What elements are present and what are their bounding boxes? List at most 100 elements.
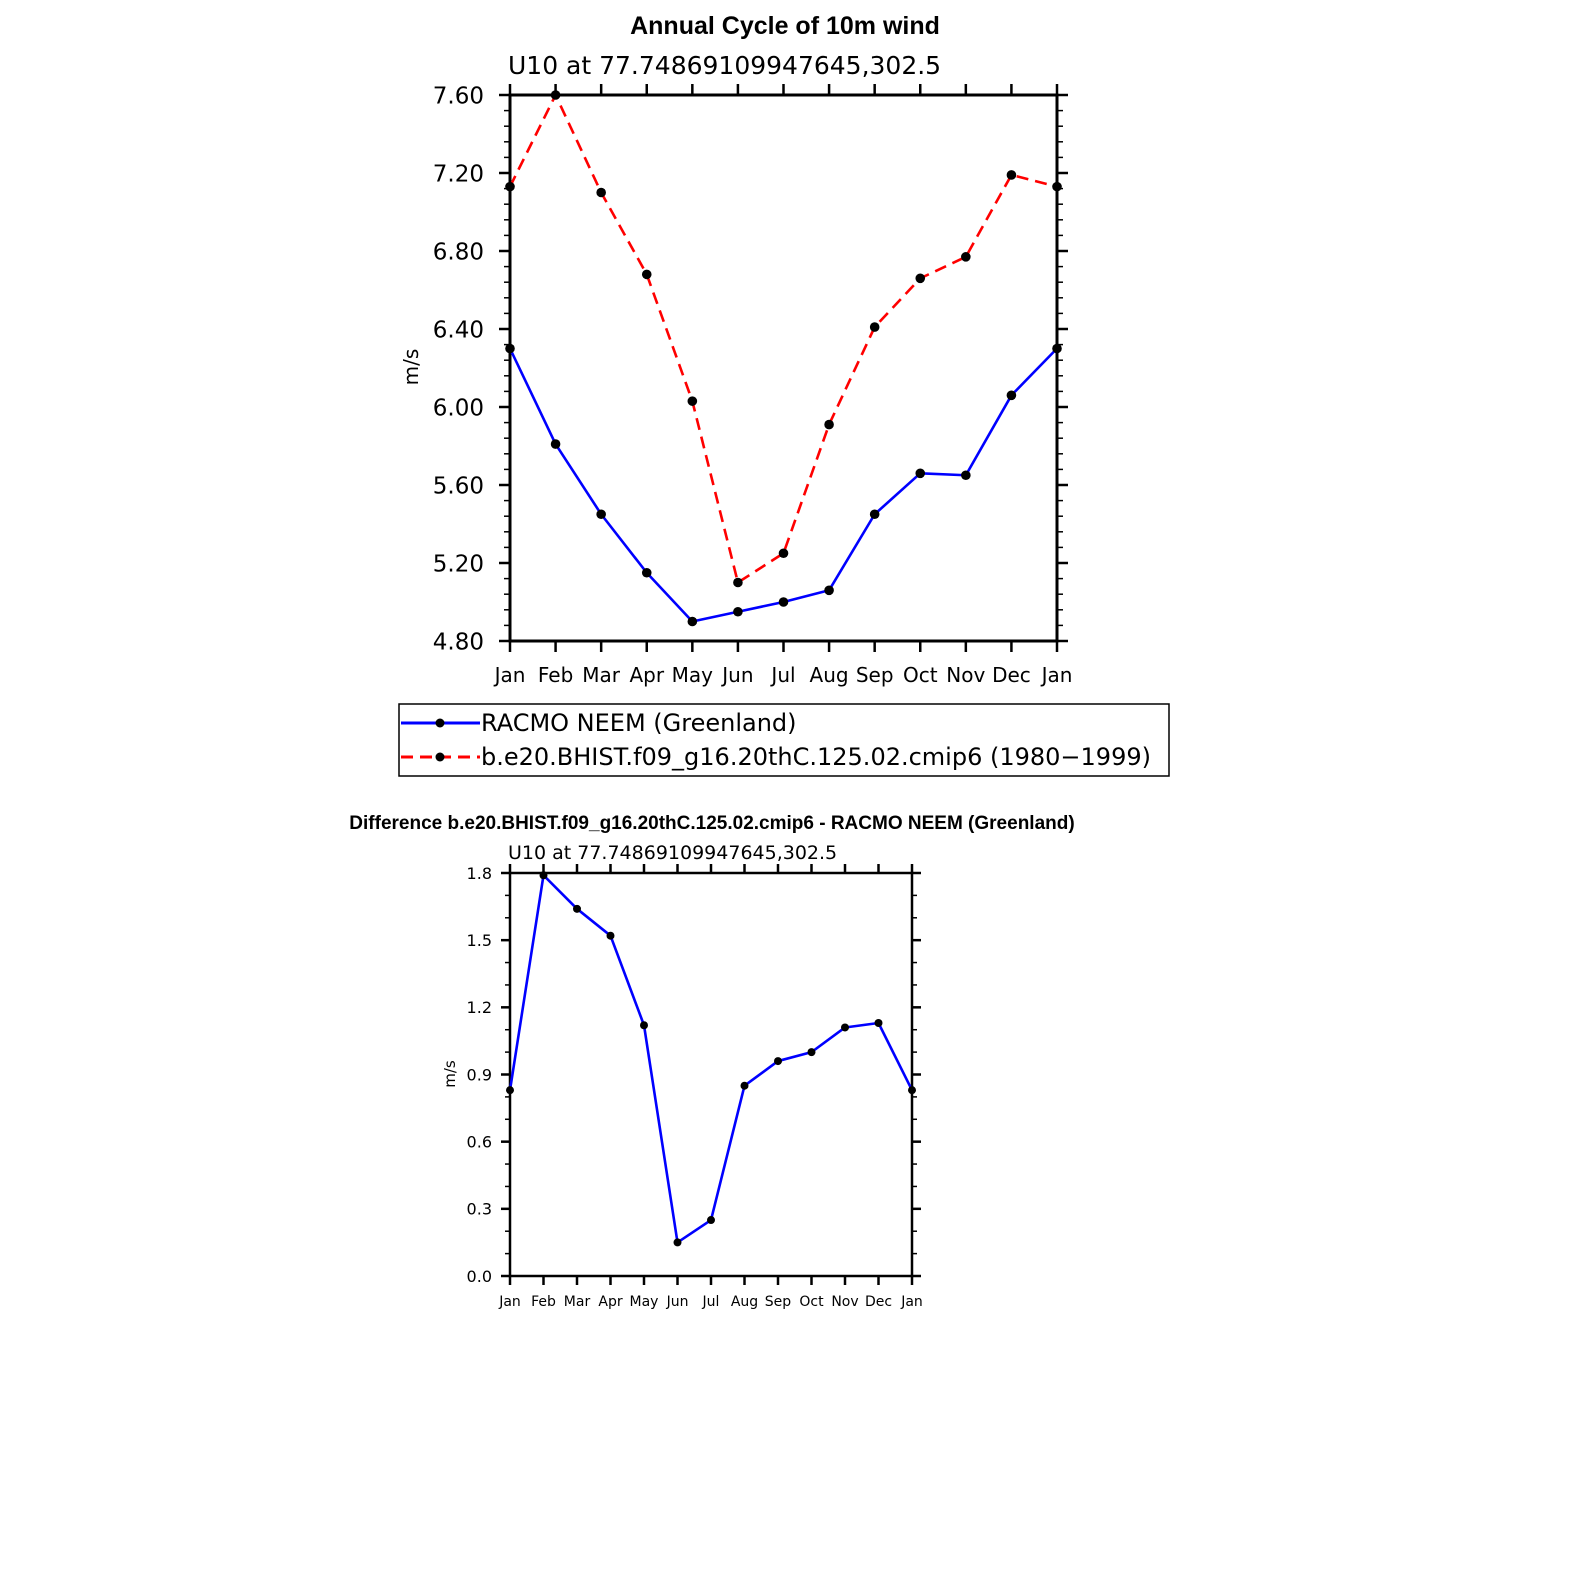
series-0-point bbox=[1006, 390, 1017, 401]
x-tick-label: Jul bbox=[769, 663, 795, 687]
series-1-point bbox=[778, 548, 789, 559]
y-tick-label: 0.9 bbox=[467, 1065, 492, 1084]
series-line-0 bbox=[508, 347, 1058, 623]
series-0-point bbox=[778, 597, 789, 607]
chart2-y-tick-labels: 0.0 0.3 0.6 0.9 1.2 1.5 1.8 bbox=[467, 864, 492, 1286]
x-tick-label: Nov bbox=[831, 1294, 858, 1310]
y-tick-label: 5.20 bbox=[433, 551, 484, 577]
x-tick-label: Jan bbox=[498, 1294, 521, 1310]
series-0-point bbox=[506, 1086, 514, 1095]
x-tick-label: Jun bbox=[720, 663, 753, 687]
legend-box bbox=[398, 703, 1170, 777]
series-1-point bbox=[961, 252, 971, 262]
series-1-point bbox=[1052, 181, 1062, 192]
series-0-point bbox=[841, 1023, 849, 1032]
chart1-ticks bbox=[499, 84, 1068, 652]
y-tick-label: 1.2 bbox=[467, 998, 492, 1017]
y-tick-label: 1.8 bbox=[467, 864, 492, 883]
series-0-point bbox=[596, 509, 606, 520]
series-1-point bbox=[641, 269, 652, 280]
series-1-point bbox=[1006, 170, 1017, 180]
series-0-point bbox=[641, 567, 652, 578]
chart2-series bbox=[506, 871, 916, 1247]
legend-marker-cmip6 bbox=[435, 752, 445, 762]
x-tick-label: Dec bbox=[992, 663, 1031, 687]
series-1-point bbox=[824, 419, 834, 430]
chart1-title: Annual Cycle of 10m wind bbox=[630, 12, 940, 40]
series-0-point bbox=[740, 1081, 749, 1090]
chart2-subtitle: U10 at 77.74869109947645,302.5 bbox=[508, 842, 837, 864]
x-tick-label: Aug bbox=[731, 1294, 758, 1310]
x-tick-label: Sep bbox=[856, 663, 894, 687]
chart1-y-tick-labels: 4.80 5.20 5.60 6.00 6.40 6.80 7.20 7.60 bbox=[433, 83, 484, 655]
x-tick-label: Dec bbox=[865, 1294, 892, 1310]
y-tick-label: 0.0 bbox=[467, 1267, 492, 1286]
y-tick-label: 0.6 bbox=[467, 1132, 492, 1151]
legend-marker-racmo bbox=[435, 718, 445, 728]
series-0-point bbox=[774, 1057, 782, 1066]
series-0-point bbox=[874, 1019, 883, 1028]
x-tick-label: Feb bbox=[531, 1294, 556, 1310]
y-tick-label: 7.60 bbox=[433, 83, 484, 109]
x-tick-label: Apr bbox=[598, 1294, 622, 1310]
series-0-point bbox=[1052, 343, 1062, 354]
series-0-point bbox=[673, 1238, 682, 1247]
series-line-0 bbox=[508, 873, 914, 1244]
series-1-point bbox=[687, 396, 698, 406]
x-tick-label: Nov bbox=[946, 663, 985, 687]
x-tick-label: Jan bbox=[493, 663, 526, 687]
y-tick-label: 5.60 bbox=[433, 473, 484, 499]
y-tick-label: 6.00 bbox=[433, 395, 484, 421]
series-0-point bbox=[915, 468, 926, 479]
series-0-point bbox=[640, 1021, 648, 1030]
series-0-point bbox=[539, 871, 548, 880]
series-1-point bbox=[869, 322, 880, 332]
series-1-point bbox=[505, 181, 515, 192]
series-0-point bbox=[824, 585, 834, 596]
annual-cycle-chart: Annual Cycle of 10m wind U10 at 77.74869… bbox=[398, 12, 1170, 777]
x-tick-label: Apr bbox=[629, 663, 664, 687]
legend-label-cmip6: b.e20.BHIST.f09_g16.20thC.125.02.cmip6 (… bbox=[481, 743, 1151, 771]
chart1-legend: RACMO NEEM (Greenland) b.e20.BHIST.f09_g… bbox=[398, 703, 1170, 777]
series-0-point bbox=[573, 904, 581, 913]
x-tick-label: Sep bbox=[765, 1294, 792, 1310]
x-tick-label: Jun bbox=[666, 1294, 689, 1310]
series-0-point bbox=[961, 470, 971, 481]
chart1-series bbox=[505, 90, 1062, 627]
x-tick-label: Jan bbox=[900, 1294, 923, 1310]
series-0-point bbox=[869, 509, 880, 520]
x-tick-label: Jul bbox=[702, 1294, 720, 1310]
series-0-point bbox=[733, 606, 743, 617]
series-0-point bbox=[707, 1216, 715, 1225]
x-tick-label: Feb bbox=[538, 663, 573, 687]
x-tick-label: Aug bbox=[810, 663, 849, 687]
x-tick-label: Jan bbox=[1040, 663, 1073, 687]
chart2-ticks bbox=[501, 864, 921, 1285]
x-tick-label: Oct bbox=[903, 663, 938, 687]
x-tick-label: Mar bbox=[564, 1294, 591, 1310]
chart1-plot-frame bbox=[508, 93, 1059, 643]
x-tick-label: May bbox=[630, 1294, 659, 1310]
series-1-point bbox=[915, 273, 926, 284]
chart1-ylabel: m/s bbox=[399, 349, 423, 386]
legend-label-racmo: RACMO NEEM (Greenland) bbox=[481, 709, 797, 737]
series-0-point bbox=[908, 1086, 916, 1095]
series-0-point bbox=[550, 439, 561, 449]
y-tick-label: 6.80 bbox=[433, 239, 484, 265]
series-0-point bbox=[606, 931, 615, 940]
y-tick-label: 7.20 bbox=[433, 161, 484, 187]
chart1-subtitle: U10 at 77.74869109947645,302.5 bbox=[508, 51, 941, 80]
chart1-x-tick-labels: Jan Feb Mar Apr May Jun Jul Aug Sep Oct Nov Dec Jan bbox=[493, 663, 1073, 687]
x-tick-label: Mar bbox=[582, 663, 621, 687]
difference-chart: Difference b.e20.BHIST.f09_g16.20thC.125… bbox=[349, 813, 1074, 1310]
series-0-point bbox=[687, 616, 698, 627]
y-tick-label: 6.40 bbox=[433, 317, 484, 343]
y-tick-label: 1.5 bbox=[467, 931, 492, 950]
x-tick-label: Oct bbox=[799, 1294, 824, 1310]
y-tick-label: 0.3 bbox=[467, 1200, 492, 1219]
series-line-1 bbox=[508, 93, 1058, 584]
chart2-ylabel: m/s bbox=[441, 1060, 459, 1088]
series-0-point bbox=[505, 343, 515, 354]
x-tick-label: May bbox=[672, 663, 714, 687]
series-0-point bbox=[807, 1048, 816, 1057]
